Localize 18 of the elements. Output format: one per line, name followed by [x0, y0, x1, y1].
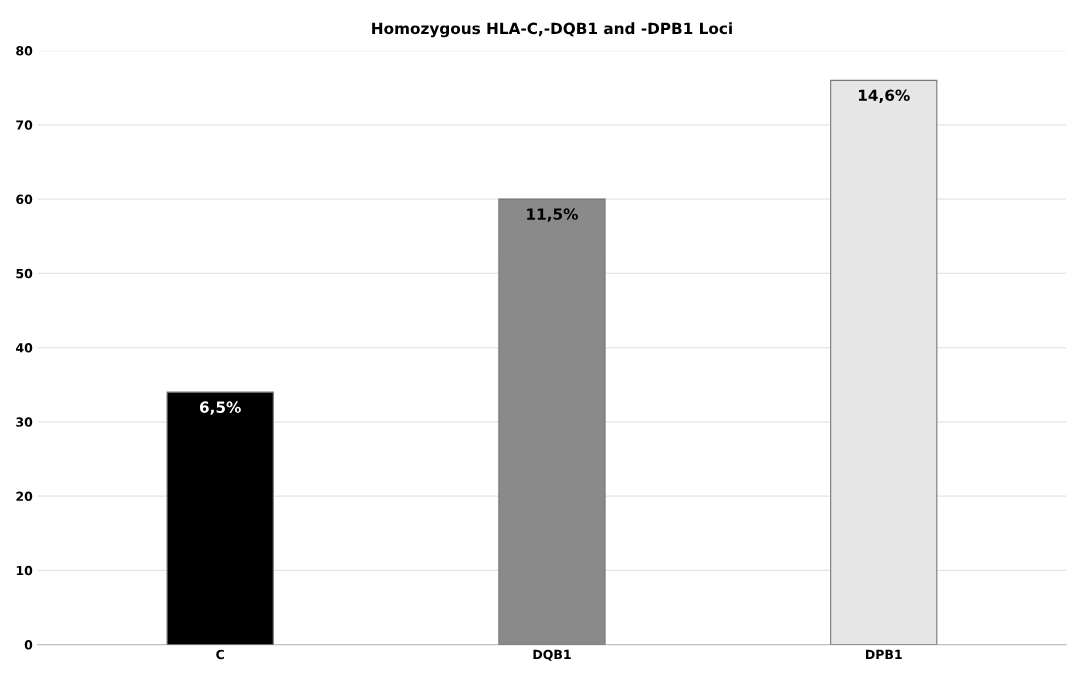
x-tick-label: DQB1 [533, 649, 571, 661]
y-tick-label: 50 [16, 268, 33, 279]
y-tick-label: 30 [16, 417, 33, 427]
annotation: 11,5% [527, 208, 578, 222]
y-tick-label: 70 [16, 120, 33, 130]
y-tick-label: 40 [16, 343, 33, 353]
chart-title: Homozygous HLA-C,-DQB1 and -DPB1 Loci [372, 22, 732, 38]
y-tick-label: 10 [16, 565, 33, 576]
y-tick-label: 60 [16, 194, 33, 205]
annotation: 6,5% [199, 401, 241, 415]
y-tick-label: 80 [16, 46, 33, 56]
annotation: 14,6% [858, 89, 910, 104]
bar [498, 198, 606, 645]
y-tick-label: 0 [24, 640, 33, 650]
y-tick-label: 20 [16, 491, 33, 502]
x-tick-label: C [216, 649, 224, 660]
bar [166, 391, 274, 645]
x-tick-label: DPB1 [866, 649, 902, 659]
